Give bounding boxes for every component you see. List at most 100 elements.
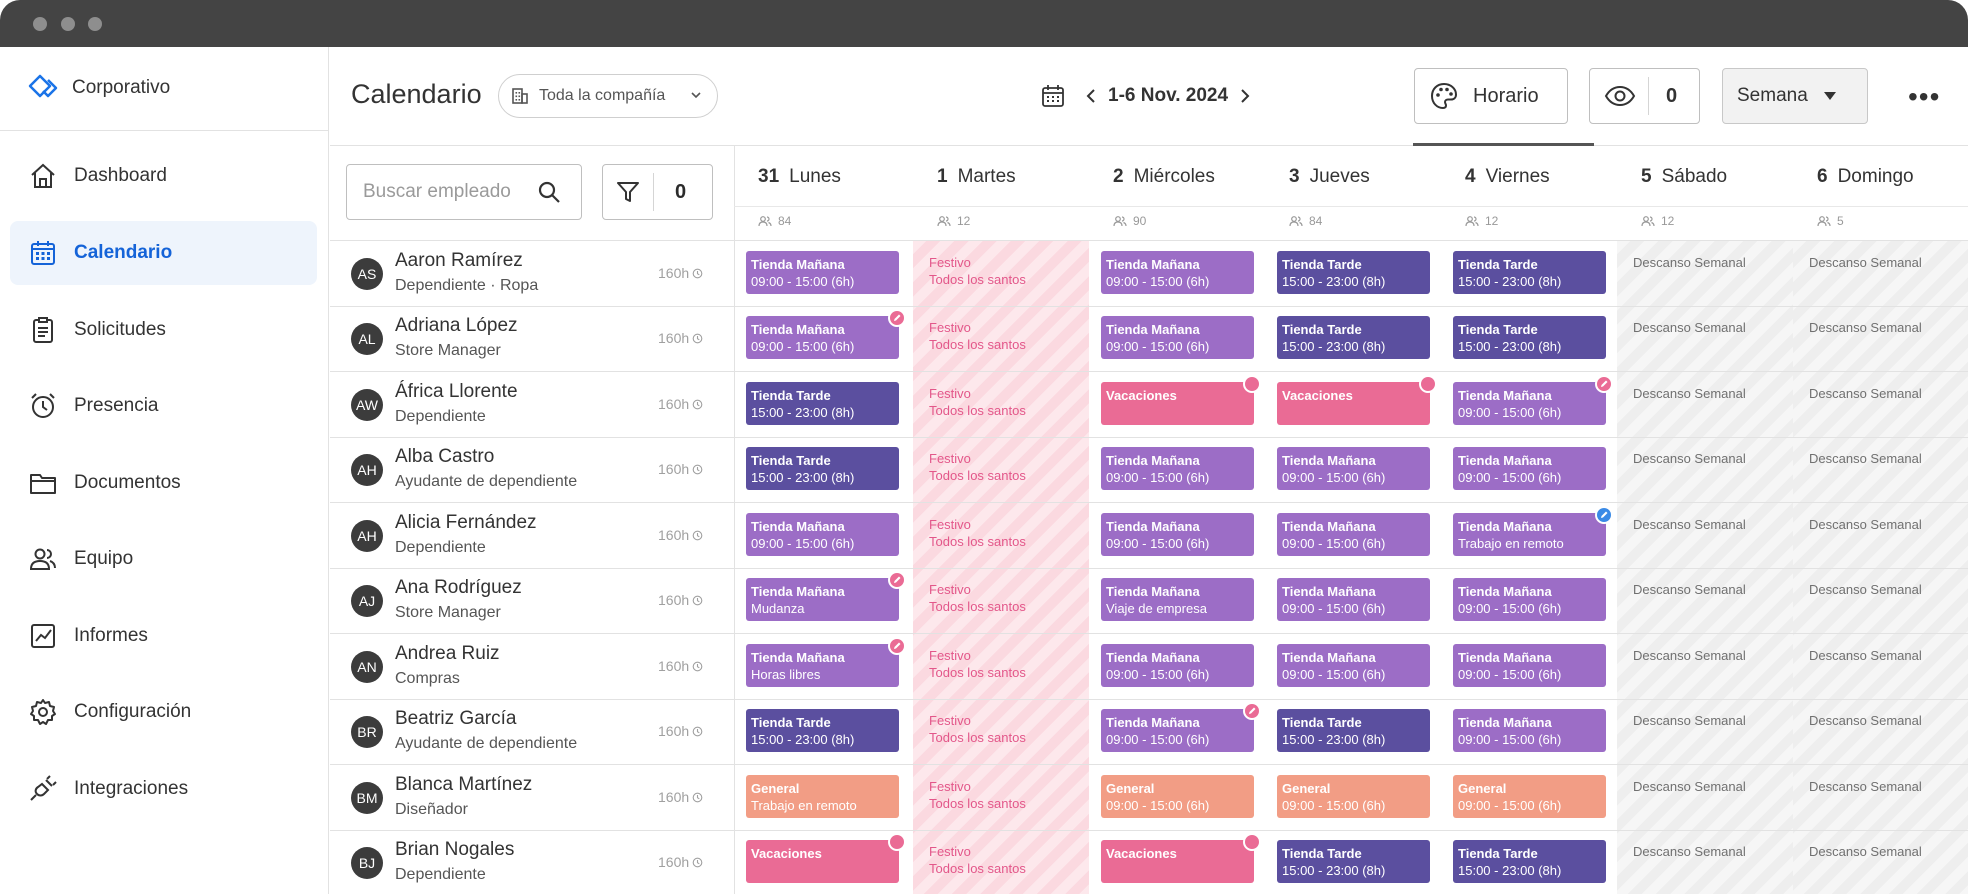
employee-name[interactable]: Brian Nogales xyxy=(395,839,515,860)
schedule-cell[interactable]: General 09:00 - 15:00 (6h) xyxy=(1089,765,1265,831)
schedule-cell[interactable]: Tienda Mañana 09:00 - 15:00 (6h) xyxy=(1441,568,1617,634)
shift-block[interactable]: Tienda Mañana 09:00 - 15:00 (6h) xyxy=(1277,447,1430,490)
schedule-cell[interactable]: Festivo Todos los santos xyxy=(913,372,1089,438)
schedule-cell[interactable]: Descanso Semanal xyxy=(1617,634,1793,700)
schedule-cell[interactable]: General 09:00 - 15:00 (6h) xyxy=(1441,765,1617,831)
shift-block[interactable]: Tienda Mañana 09:00 - 15:00 (6h) xyxy=(1101,316,1254,359)
shift-block[interactable]: Vacaciones xyxy=(746,833,906,883)
chevron-right-icon[interactable] xyxy=(1238,87,1252,105)
shift-block[interactable]: Tienda Mañana 09:00 - 15:00 (6h) xyxy=(1453,447,1606,490)
day-header[interactable]: 4 Viernes xyxy=(1441,146,1617,207)
avatar[interactable]: AL xyxy=(351,323,383,355)
schedule-cell[interactable]: Descanso Semanal xyxy=(1793,437,1968,503)
shift-block[interactable]: Tienda Mañana 09:00 - 15:00 (6h) xyxy=(1453,644,1606,687)
sidebar-item-presencia[interactable]: Presencia xyxy=(10,374,317,438)
visibility-button[interactable]: 0 xyxy=(1589,68,1700,124)
employee-name[interactable]: Alba Castro xyxy=(395,446,495,467)
shift-block[interactable]: Tienda Tarde 15:00 - 23:00 (8h) xyxy=(746,382,899,425)
schedule-cell[interactable]: Descanso Semanal xyxy=(1793,830,1968,894)
shift-block[interactable]: Vacaciones xyxy=(1101,833,1261,883)
edit-badge-icon[interactable] xyxy=(1243,702,1261,720)
schedule-cell[interactable]: Descanso Semanal xyxy=(1617,372,1793,438)
schedule-cell[interactable]: Tienda Mañana 09:00 - 15:00 (6h) xyxy=(1441,437,1617,503)
schedule-cell[interactable]: Descanso Semanal xyxy=(1793,372,1968,438)
window-maximize-dot[interactable] xyxy=(88,17,102,31)
schedule-cell[interactable]: Festivo Todos los santos xyxy=(913,306,1089,372)
schedule-cell[interactable]: Festivo Todos los santos xyxy=(913,241,1089,307)
schedule-cell[interactable]: Tienda Mañana 09:00 - 15:00 (6h) xyxy=(1265,568,1441,634)
schedule-cell[interactable]: Tienda Tarde 15:00 - 23:00 (8h) xyxy=(734,372,910,438)
schedule-cell[interactable]: Tienda Tarde 15:00 - 23:00 (8h) xyxy=(1265,241,1441,307)
schedule-cell[interactable]: Tienda Mañana 09:00 - 15:00 (6h) xyxy=(1265,503,1441,569)
schedule-cell[interactable]: Tienda Tarde 15:00 - 23:00 (8h) xyxy=(1265,306,1441,372)
schedule-cell[interactable]: Descanso Semanal xyxy=(1617,437,1793,503)
calendar-picker-icon[interactable] xyxy=(1040,83,1066,109)
schedule-cell[interactable]: Tienda Mañana 09:00 - 15:00 (6h) xyxy=(1089,503,1265,569)
window-minimize-dot[interactable] xyxy=(61,17,75,31)
shift-block[interactable]: Tienda Mañana 09:00 - 15:00 (6h) xyxy=(1453,578,1606,621)
avatar[interactable]: BM xyxy=(351,782,383,814)
shift-block[interactable]: Tienda Mañana 09:00 - 15:00 (6h) xyxy=(1101,447,1254,490)
edit-badge-icon[interactable] xyxy=(888,571,906,589)
schedule-cell[interactable]: Festivo Todos los santos xyxy=(913,765,1089,831)
avatar[interactable]: AW xyxy=(351,389,383,421)
sidebar-item-equipo[interactable]: Equipo xyxy=(10,527,317,591)
employee-name[interactable]: Ana Rodríguez xyxy=(395,577,522,598)
shift-block[interactable]: Vacaciones xyxy=(1101,375,1261,425)
shift-block[interactable]: General 09:00 - 15:00 (6h) xyxy=(1277,775,1430,818)
schedule-cell[interactable]: Tienda Mañana Trabajo en remoto xyxy=(1441,503,1617,569)
employee-name[interactable]: Beatriz García xyxy=(395,708,517,729)
shift-block[interactable]: General 09:00 - 15:00 (6h) xyxy=(1453,775,1606,818)
employee-name[interactable]: Andrea Ruiz xyxy=(395,643,500,664)
schedule-cell[interactable]: Vacaciones xyxy=(1089,830,1265,894)
schedule-cell[interactable]: Descanso Semanal xyxy=(1617,830,1793,894)
edit-badge-icon[interactable] xyxy=(888,637,906,655)
shift-block[interactable]: Tienda Tarde 15:00 - 23:00 (8h) xyxy=(746,709,899,752)
shift-block[interactable]: Tienda Mañana 09:00 - 15:00 (6h) xyxy=(746,251,899,294)
avatar[interactable]: AS xyxy=(351,258,383,290)
sidebar-item-informes[interactable]: Informes xyxy=(10,604,317,668)
schedule-cell[interactable]: Tienda Mañana 09:00 - 15:00 (6h) xyxy=(1089,306,1265,372)
sidebar-item-configuracion[interactable]: Configuración xyxy=(10,680,317,744)
schedule-cell[interactable]: Tienda Tarde 15:00 - 23:00 (8h) xyxy=(734,437,910,503)
schedule-cell[interactable]: Tienda Mañana Viaje de empresa xyxy=(1089,568,1265,634)
sidebar-item-documentos[interactable]: Documentos xyxy=(10,451,317,515)
shift-block[interactable]: Tienda Tarde 15:00 - 23:00 (8h) xyxy=(1453,316,1606,359)
schedule-cell[interactable]: Tienda Mañana 09:00 - 15:00 (6h) xyxy=(1441,699,1617,765)
edit-badge-icon[interactable] xyxy=(1595,506,1613,524)
schedule-cell[interactable]: Tienda Mañana 09:00 - 15:00 (6h) xyxy=(1089,437,1265,503)
shift-block[interactable]: Tienda Tarde 15:00 - 23:00 (8h) xyxy=(746,447,899,490)
shift-block[interactable]: Tienda Mañana Mudanza xyxy=(746,571,906,621)
schedule-cell[interactable]: Tienda Mañana 09:00 - 15:00 (6h) xyxy=(734,503,910,569)
day-header[interactable]: 3 Jueves xyxy=(1265,146,1441,207)
shift-block[interactable]: Vacaciones xyxy=(1277,375,1437,425)
schedule-cell[interactable]: Tienda Mañana 09:00 - 15:00 (6h) xyxy=(1265,634,1441,700)
schedule-cell[interactable]: Tienda Tarde 15:00 - 23:00 (8h) xyxy=(1441,830,1617,894)
employee-name[interactable]: Alicia Fernández xyxy=(395,512,537,533)
shift-block[interactable]: Tienda Tarde 15:00 - 23:00 (8h) xyxy=(1453,840,1606,883)
sidebar-item-calendario[interactable]: Calendario xyxy=(10,221,317,285)
day-header[interactable]: 5 Sábado xyxy=(1617,146,1793,207)
schedule-cell[interactable]: General Trabajo en remoto xyxy=(734,765,910,831)
avatar[interactable]: BR xyxy=(351,716,383,748)
brand[interactable]: Corporativo xyxy=(28,73,170,103)
schedule-cell[interactable]: Festivo Todos los santos xyxy=(913,503,1089,569)
sidebar-item-dashboard[interactable]: Dashboard xyxy=(10,144,317,208)
avatar[interactable]: AH xyxy=(351,454,383,486)
status-badge[interactable] xyxy=(1243,833,1261,851)
schedule-cell[interactable]: General 09:00 - 15:00 (6h) xyxy=(1265,765,1441,831)
view-select[interactable]: Semana xyxy=(1722,68,1868,124)
shift-block[interactable]: Tienda Mañana 09:00 - 15:00 (6h) xyxy=(1277,578,1430,621)
search-icon[interactable] xyxy=(537,180,561,204)
avatar[interactable]: AN xyxy=(351,651,383,683)
schedule-cell[interactable]: Festivo Todos los santos xyxy=(913,568,1089,634)
sidebar-item-integraciones[interactable]: Integraciones xyxy=(10,757,317,821)
shift-block[interactable]: Tienda Mañana Viaje de empresa xyxy=(1101,578,1254,621)
schedule-cell[interactable]: Festivo Todos los santos xyxy=(913,634,1089,700)
shift-block[interactable]: General Trabajo en remoto xyxy=(746,775,899,818)
status-badge[interactable] xyxy=(1243,375,1261,393)
schedule-cell[interactable]: Descanso Semanal xyxy=(1793,503,1968,569)
schedule-cell[interactable]: Tienda Tarde 15:00 - 23:00 (8h) xyxy=(1265,830,1441,894)
schedule-cell[interactable]: Festivo Todos los santos xyxy=(913,699,1089,765)
company-filter-select[interactable]: Toda la compañía xyxy=(498,74,718,118)
